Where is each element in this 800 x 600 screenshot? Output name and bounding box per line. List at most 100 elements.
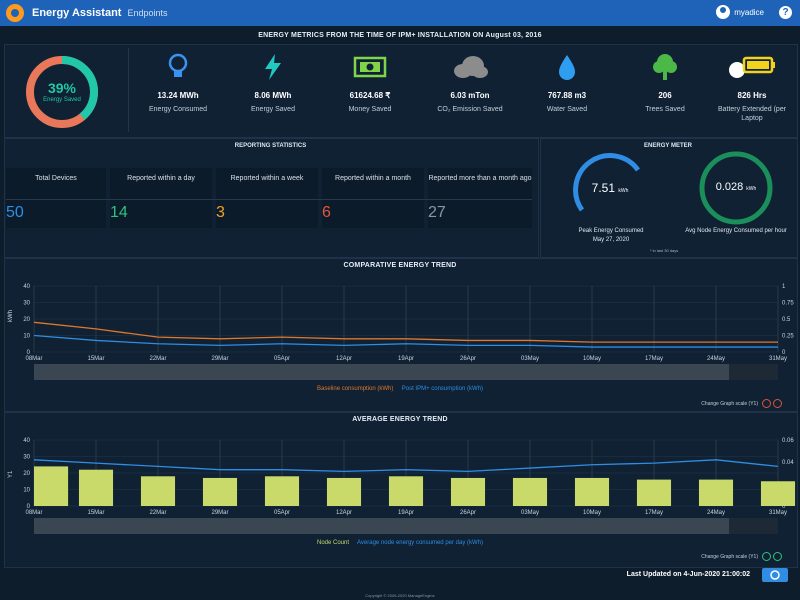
average-navigator-window[interactable] [729, 518, 778, 534]
y-tick-label: 0 [27, 350, 31, 356]
node-count-bar [140, 476, 176, 506]
refresh-icon [770, 570, 780, 580]
x-tick-label: 24May [707, 356, 725, 362]
stat-more-than-month[interactable]: Reported more than a month ago [428, 168, 532, 228]
y-tick-label: 20 [23, 471, 30, 477]
x-tick-label: 10May [583, 356, 601, 362]
stat-within-day[interactable]: Reported within a day [110, 168, 212, 228]
node-count-bar [78, 469, 114, 506]
metric-energy-consumed: 13.24 MWh Energy Consumed [133, 52, 223, 114]
avg-value-row: 0.028 kWh [700, 181, 772, 193]
app-title: Energy Assistant [32, 7, 122, 19]
average-y-label: Y1 [8, 470, 14, 478]
help-icon[interactable]: ? [779, 6, 792, 19]
metric-energy-saved: 8.06 MWh Energy Saved [228, 52, 318, 114]
y2-tick-label: 0.06 [782, 438, 794, 444]
x-tick-label: 03May [521, 356, 539, 362]
comparative-navigator-window[interactable] [729, 364, 778, 380]
x-tick-label: 26Apr [460, 510, 476, 516]
peak-label: Peak Energy Consumed [578, 228, 644, 234]
user-menu[interactable]: myadice [716, 5, 764, 19]
avg-label: Avg Node Energy Consumed per hour [685, 228, 787, 234]
refresh-button[interactable] [762, 568, 788, 582]
meter-footnote: * in last 30 days [650, 248, 679, 253]
battery-icon [729, 56, 775, 78]
x-tick-label: 22Mar [149, 510, 166, 516]
average-title: AVERAGE ENERGY TREND [352, 416, 448, 423]
legend-baseline[interactable]: Baseline consumption (kWh) [317, 386, 394, 392]
metric-value: 8.06 MWh [254, 91, 292, 100]
metric-battery-extended: 826 Hrs Battery Extended (per Laptop [708, 52, 796, 123]
peak-gauge-arc [573, 153, 641, 212]
metric-money-saved: 61624.68 ₹ Money Saved [325, 52, 415, 114]
zoom-out-icon[interactable] [773, 552, 782, 561]
metrics-divider [128, 48, 129, 132]
metric-co2-saved: 6.03 mTon CO₂ Emission Saved [425, 52, 515, 114]
y2-tick-label: 0.04 [782, 460, 794, 466]
metric-value: 826 Hrs [737, 91, 767, 100]
stat-value-older: 27 [428, 204, 446, 221]
post-series-line [33, 334, 778, 348]
stat-header: Total Devices [35, 175, 77, 182]
average-navigator[interactable] [34, 518, 778, 534]
node-count-bar [326, 477, 362, 506]
copyright: Copyright © 2006-2020 ManageEngine [365, 593, 435, 598]
y-tick-label: 40 [23, 438, 30, 444]
y-tick-label: 30 [23, 455, 30, 461]
ring-percent: 39% [47, 80, 77, 96]
x-tick-label: 08Mar [25, 356, 42, 362]
energy-meter-title: ENERGY METER [644, 143, 692, 149]
x-tick-label: 19Apr [398, 510, 414, 516]
comparative-scale-control: Change Graph scale (Y1) [701, 399, 782, 408]
metric-label: Energy Consumed [149, 106, 207, 113]
stat-within-month[interactable]: Reported within a month [322, 168, 424, 228]
zoom-in-icon[interactable] [762, 399, 771, 408]
metric-value: 61624.68 ₹ [349, 91, 391, 100]
y2-tick-label: 1 [782, 284, 786, 290]
x-tick-label: 29Mar [211, 510, 228, 516]
metric-value: 767.88 m3 [547, 91, 587, 100]
tree-icon [653, 54, 677, 80]
app-logo-icon[interactable] [6, 4, 24, 22]
y-tick-label: 10 [23, 488, 30, 494]
reporting-title: REPORTING STATISTICS [234, 143, 307, 149]
x-tick-label: 17May [645, 356, 663, 362]
change-scale-label: Change Graph scale (Y1) [701, 553, 758, 560]
x-tick-label: 05Apr [274, 356, 290, 362]
stat-value-total: 50 [6, 204, 24, 221]
y-tick-label: 20 [23, 317, 30, 323]
legend-node-count[interactable]: Node Count [316, 540, 350, 546]
y2-tick-label: 0.25 [782, 334, 794, 340]
user-avatar-icon [716, 5, 731, 19]
metric-label: Water Saved [546, 106, 588, 113]
metric-value: 6.03 mTon [450, 91, 490, 100]
zoom-out-icon[interactable] [773, 399, 782, 408]
app-subtitle[interactable]: Endpoints [127, 8, 168, 18]
comparative-y-label: kWh [8, 310, 14, 322]
peak-value: 7.51 [591, 181, 615, 195]
comparative-chart[interactable]: 40 30 20 10 0 1 0.75 0.5 0.25 0 08Mar 15Mar 22Mar 2… [4, 272, 796, 384]
comparative-title: COMPARATIVE ENERGY TREND [343, 262, 457, 269]
zoom-in-icon[interactable] [762, 552, 771, 561]
peak-caption: Peak Energy Consumed May 27, 2020 [556, 227, 666, 245]
x-tick-label: 29Mar [211, 356, 228, 362]
x-tick-label: 24May [707, 510, 725, 516]
x-tick-label: 05Apr [274, 510, 290, 516]
avg-gauge [699, 151, 773, 225]
metric-value: 13.24 MWh [157, 91, 199, 100]
x-tick-label: 31May [769, 356, 787, 362]
bolt-icon [265, 54, 281, 80]
comparative-navigator[interactable] [34, 364, 778, 380]
stat-within-week[interactable]: Reported within a week [216, 168, 318, 228]
metric-label: Money Saved [348, 106, 392, 113]
last-updated: Last Updated on 4-Jun-2020 21:00:02 [626, 571, 750, 578]
ring-caption: Energy Saved [43, 97, 81, 103]
legend-post[interactable]: Post IPM+ consumption (kWh) [401, 386, 483, 392]
x-tick-label: 31May [769, 510, 787, 516]
stat-total-devices[interactable]: Total Devices [6, 168, 106, 228]
peak-gauge [573, 153, 641, 212]
legend-avg-energy[interactable]: Average node energy consumed per day (kW… [357, 540, 483, 546]
comparative-legend: Baseline consumption (kWh) Post IPM+ con… [0, 386, 800, 392]
change-scale-label: Change Graph scale (Y1) [701, 400, 758, 407]
